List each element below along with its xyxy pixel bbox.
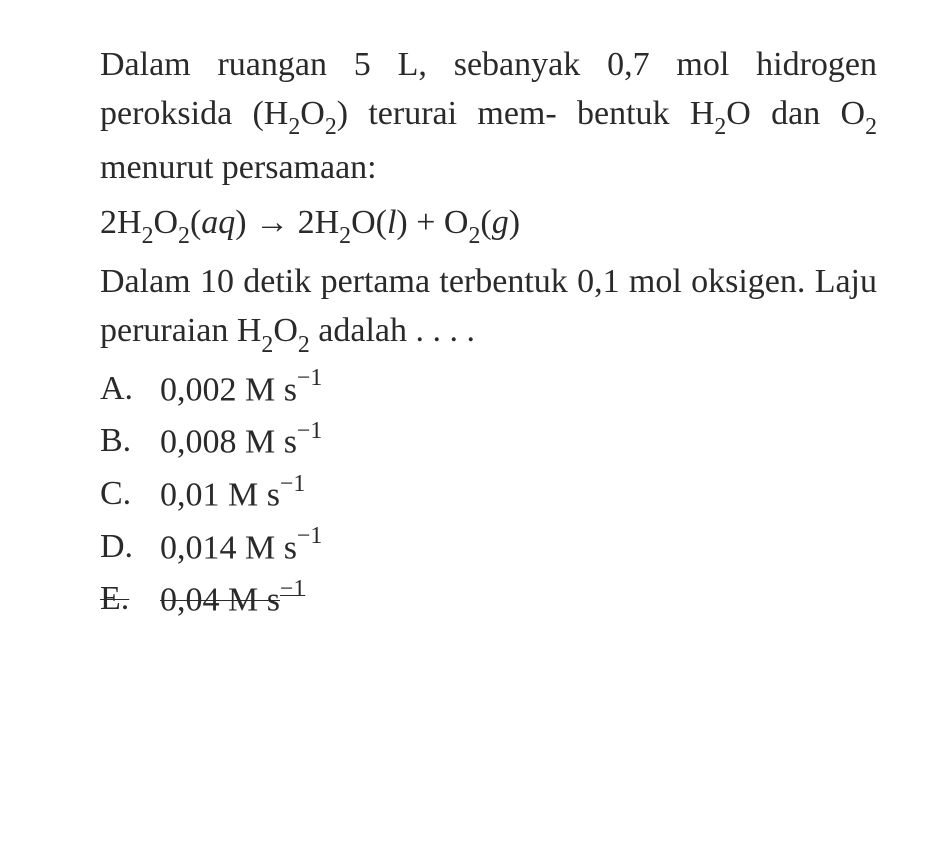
text-fragment: Dalam: [100, 263, 200, 300]
superscript: −1: [297, 365, 322, 391]
option-value: 0,01 M s−1: [160, 469, 305, 520]
option-letter: E.: [100, 574, 142, 625]
text-fragment: bentuk H: [577, 95, 714, 132]
superscript: −1: [297, 523, 322, 549]
option-letter: C.: [100, 469, 142, 520]
option-value: 0,008 M s−1: [160, 416, 322, 467]
option-d: D. 0,014 M s−1: [100, 522, 877, 573]
value-text: 0,04 M s: [160, 582, 280, 619]
superscript: −1: [297, 418, 322, 444]
plus-sign: +: [408, 204, 444, 241]
subscript: 2: [142, 223, 154, 249]
question-paragraph-1: Dalam ruangan 5 L, sebanyak 0,7 mol hidr…: [100, 40, 877, 192]
text-fragment: adalah . . . .: [318, 312, 475, 349]
text-fragment: 0,7 mol: [607, 46, 729, 83]
subscript: 2: [865, 114, 877, 140]
option-b: B. 0,008 M s−1: [100, 416, 877, 467]
exam-question: Dalam ruangan 5 L, sebanyak 0,7 mol hidr…: [0, 0, 937, 860]
text-fragment: ) terurai mem-: [337, 95, 557, 132]
answer-options: A. 0,002 M s−1 B. 0,008 M s−1 C. 0,01 M …: [100, 364, 877, 625]
option-letter: A.: [100, 364, 142, 415]
equation-lhs: 2H: [100, 204, 142, 241]
text-fragment: detik pertama terbentuk: [234, 263, 568, 300]
option-value: 0,002 M s−1: [160, 364, 322, 415]
state-symbol: l: [387, 204, 396, 241]
subscript: 2: [325, 114, 337, 140]
superscript: −1: [280, 471, 305, 497]
value-text: 0,01 M s: [160, 476, 280, 513]
value-text: 0,008 M s: [160, 424, 297, 461]
option-letter: B.: [100, 416, 142, 467]
text-fragment: , sebanyak: [418, 46, 607, 83]
option-value: 0,04 M s−1: [160, 574, 305, 625]
option-c: C. 0,01 M s−1: [100, 469, 877, 520]
subscript: 2: [468, 223, 480, 249]
option-letter: D.: [100, 522, 142, 573]
option-e: E. 0,04 M s−1: [100, 574, 877, 625]
option-a: A. 0,002 M s−1: [100, 364, 877, 415]
subscript: 2: [339, 223, 351, 249]
state-symbol: aq: [201, 204, 235, 241]
text-fragment: 5 L: [354, 46, 419, 83]
superscript: −1: [280, 576, 305, 602]
text-fragment: O dan O: [726, 95, 865, 132]
chemical-equation: 2H2O2(aq) → 2H2O(l) + O2(g): [100, 198, 877, 251]
subscript: 2: [288, 114, 300, 140]
equation-rhs1: 2H: [298, 204, 340, 241]
subscript: 2: [714, 114, 726, 140]
subscript: 2: [298, 332, 310, 358]
text-fragment: menurut persamaan:: [100, 149, 377, 186]
arrow-icon: →: [247, 204, 298, 241]
text-fragment: Dalam ruangan: [100, 46, 354, 83]
value-text: 0,014 M s: [160, 529, 297, 566]
value-text: 0,002 M s: [160, 371, 297, 408]
question-paragraph-2: Dalam 10 detik pertama terbentuk 0,1 mol…: [100, 257, 877, 360]
subscript: 2: [178, 223, 190, 249]
subscript: 2: [261, 332, 273, 358]
text-fragment: 10: [200, 263, 234, 300]
state-symbol: g: [492, 204, 509, 241]
option-value: 0,014 M s−1: [160, 522, 322, 573]
